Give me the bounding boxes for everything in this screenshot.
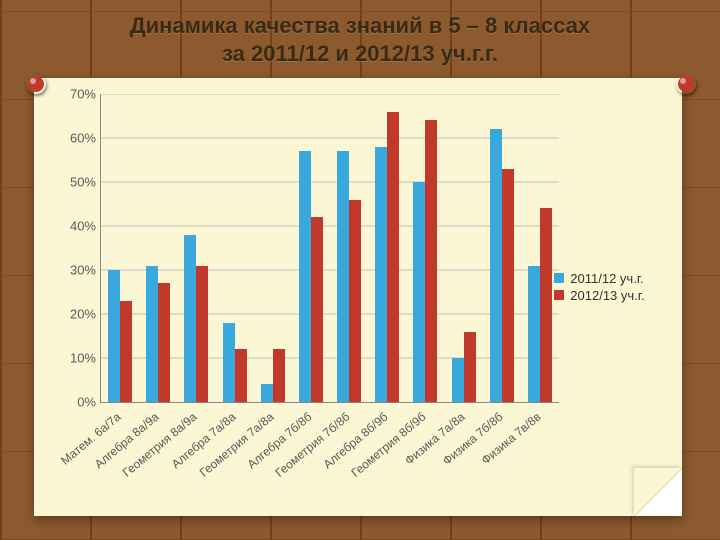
y-tick-label: 0%: [77, 395, 96, 410]
bar: [490, 129, 502, 402]
bar: [223, 323, 235, 402]
y-tick-label: 30%: [70, 263, 96, 278]
bar: [413, 182, 425, 402]
y-tick-label: 70%: [70, 87, 96, 102]
bar: [349, 200, 361, 402]
legend: 2011/12 уч.г. 2012/13 уч.г.: [554, 269, 644, 305]
title-line2: за 2011/12 и 2012/13 уч.г.г.: [222, 41, 498, 66]
bar: [528, 266, 540, 402]
bar: [146, 266, 158, 402]
bar: [375, 147, 387, 402]
y-tick-label: 60%: [70, 131, 96, 146]
bar: [120, 301, 132, 402]
bar: [196, 266, 208, 402]
bars: [101, 94, 559, 402]
bar: [452, 358, 464, 402]
y-tick-label: 20%: [70, 307, 96, 322]
bar: [425, 120, 437, 402]
bar: [261, 384, 273, 402]
slide-title: Динамика качества знаний в 5 – 8 классах…: [0, 12, 720, 67]
bar: [158, 283, 170, 402]
bar: [299, 151, 311, 402]
title-line1: Динамика качества знаний в 5 – 8 классах: [130, 13, 590, 38]
bar: [337, 151, 349, 402]
y-tick-label: 50%: [70, 175, 96, 190]
bar: [464, 332, 476, 402]
chart: 0%10%20%30%40%50%60%70%Матем. 6а/7аАлгеб…: [48, 88, 668, 498]
bar: [235, 349, 247, 402]
legend-label: 2011/12 уч.г.: [570, 271, 643, 286]
plot-area: [100, 94, 559, 403]
legend-label: 2012/13 уч.г.: [570, 288, 644, 303]
y-tick-label: 40%: [70, 219, 96, 234]
y-tick-label: 10%: [70, 351, 96, 366]
bar: [311, 217, 323, 402]
page-fold: [634, 468, 682, 516]
pushpin-icon: [676, 74, 696, 94]
bar: [387, 112, 399, 402]
legend-swatch: [554, 290, 564, 300]
bar: [108, 270, 120, 402]
bar: [273, 349, 285, 402]
pushpin-icon: [26, 74, 46, 94]
legend-item: 2012/13 уч.г.: [554, 288, 644, 303]
legend-item: 2011/12 уч.г.: [554, 271, 644, 286]
slide: Динамика качества знаний в 5 – 8 классах…: [0, 0, 720, 540]
bar: [502, 169, 514, 402]
legend-swatch: [554, 273, 564, 283]
bar: [184, 235, 196, 402]
x-labels: Матем. 6а/7аАлгебра 8а/9аГеометрия 8а/9а…: [100, 408, 558, 504]
bar: [540, 208, 552, 402]
sticky-note: 0% 10% 20% 30% 40% 50% 60% 70% Матем. 6а/7аАлгеб…: [34, 78, 682, 516]
